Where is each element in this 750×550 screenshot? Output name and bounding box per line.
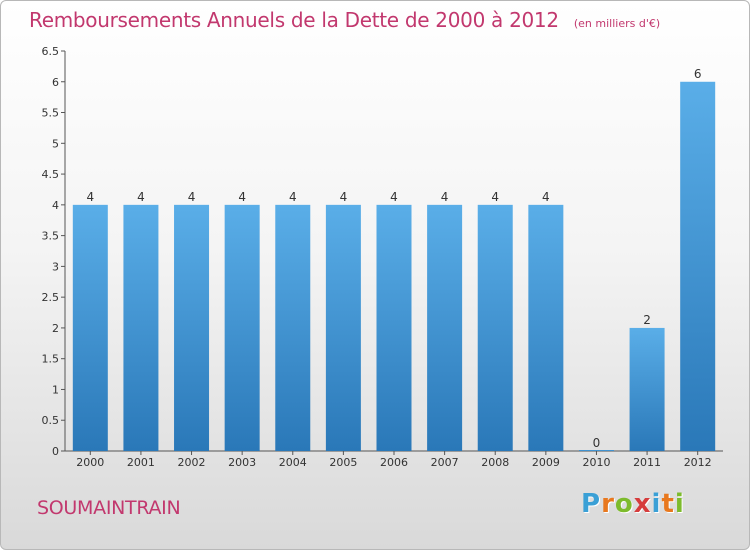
y-tick-label: 6	[52, 76, 59, 89]
chart-subtitle: (en milliers d'€)	[573, 17, 661, 30]
bar	[629, 327, 665, 451]
bar	[477, 204, 513, 451]
x-tick-label: 2011	[633, 456, 661, 469]
data-label: 0	[593, 436, 601, 450]
y-tick-label: 5	[52, 137, 59, 150]
data-label: 4	[188, 190, 196, 204]
x-tick-label: 2005	[329, 456, 357, 469]
bar	[578, 450, 614, 451]
data-label: 4	[238, 190, 246, 204]
bar	[325, 204, 361, 451]
logo-letter: i	[674, 489, 685, 519]
x-tick-label: 2012	[684, 456, 712, 469]
y-tick-label: 4.5	[42, 168, 60, 181]
data-label: 6	[694, 67, 702, 81]
bar	[123, 204, 159, 451]
data-label: 4	[340, 190, 348, 204]
x-tick-label: 2006	[380, 456, 408, 469]
y-tick-label: 2	[52, 322, 59, 335]
y-tick-label: 2.5	[42, 291, 60, 304]
x-tick-label: 2007	[431, 456, 459, 469]
data-label: 4	[137, 190, 145, 204]
y-tick-label: 1.5	[42, 353, 60, 366]
bar	[376, 204, 412, 451]
x-tick-label: 2000	[76, 456, 104, 469]
bar	[174, 204, 210, 451]
logo-letter: x	[633, 489, 652, 519]
y-tick-label: 1	[52, 383, 59, 396]
town-name: SOUMAINTRAIN	[37, 497, 181, 519]
logo-letter: r	[601, 489, 615, 519]
data-label: 4	[441, 190, 449, 204]
x-tick-label: 2008	[481, 456, 509, 469]
y-tick-label: 4	[52, 199, 59, 212]
chart-labels: 2000 4 2001 4 2002 4 2003 4 2004 4 2005 4 2006 4 2007 4…	[76, 67, 711, 469]
logo-letter: i	[651, 489, 662, 519]
data-label: 4	[86, 190, 94, 204]
data-label: 2	[643, 313, 651, 327]
logo-letter: t	[661, 489, 675, 519]
y-tick-label: 3	[52, 260, 59, 273]
bar	[224, 204, 260, 451]
y-tick-label: 0	[52, 445, 59, 458]
x-tick-label: 2004	[279, 456, 307, 469]
x-tick-label: 2003	[228, 456, 256, 469]
x-tick-label: 2001	[127, 456, 155, 469]
data-label: 4	[289, 190, 297, 204]
bar	[427, 204, 463, 451]
x-tick-label: 2010	[582, 456, 610, 469]
proxiti-logo[interactable]: Proxiti	[581, 489, 685, 519]
bar	[680, 81, 716, 452]
chart-title: Remboursements Annuels de la Dette de 20…	[29, 8, 559, 32]
data-label: 4	[542, 190, 550, 204]
x-tick-label: 2002	[178, 456, 206, 469]
y-tick-label: 0.5	[42, 414, 60, 427]
data-label: 4	[491, 190, 499, 204]
bar	[528, 204, 564, 451]
logo-letter: P	[581, 489, 602, 519]
x-tick-label: 2009	[532, 456, 560, 469]
chart-axes: 0 0.5 1 1.5 2 2.5 3 3.5 4 4.5 5 5.5 6 6.5	[42, 45, 723, 458]
bar	[275, 204, 311, 451]
data-label: 4	[390, 190, 398, 204]
y-tick-label: 3.5	[42, 230, 60, 243]
bar	[72, 204, 108, 451]
chart-bars	[72, 81, 716, 452]
y-tick-label: 6.5	[42, 45, 60, 58]
y-tick-label: 5.5	[42, 107, 60, 120]
logo-letter: o	[614, 489, 634, 519]
chart-title-row: Remboursements Annuels de la Dette de 20…	[29, 8, 660, 32]
